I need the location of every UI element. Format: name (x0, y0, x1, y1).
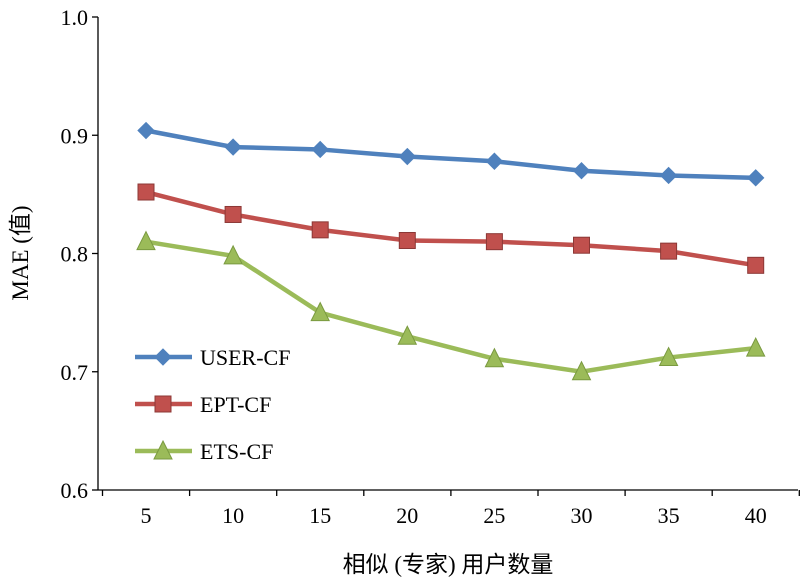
data-point (485, 152, 504, 170)
x-axis-label: 相似 (专家) 用户数量 (343, 552, 554, 577)
x-tick-label: 40 (745, 503, 767, 528)
legend-label: EPT-CF (200, 392, 271, 417)
series-user-cf (137, 121, 765, 187)
x-tick-label: 5 (141, 503, 152, 528)
data-point (484, 347, 505, 368)
data-point (136, 230, 156, 251)
data-point (660, 242, 678, 260)
data-point (397, 325, 418, 345)
data-point (137, 121, 155, 140)
data-point (747, 256, 765, 274)
y-tick-label: 0.8 (61, 242, 89, 267)
y-tick-label: 0.6 (61, 478, 89, 503)
legend-label: ETS-CF (200, 439, 273, 464)
data-point (746, 169, 765, 187)
data-point (745, 336, 766, 357)
data-point (485, 233, 503, 251)
x-tick-label: 25 (483, 503, 505, 528)
data-point (398, 231, 416, 249)
data-point (572, 162, 591, 180)
data-point (659, 166, 678, 185)
legend-marker (154, 395, 172, 413)
series-ept-cf (137, 183, 765, 274)
data-point (311, 221, 329, 239)
axes: 0.6 0.7 0.8 0.9 1.0 5 10 15 20 25 30 35 40 (61, 5, 800, 528)
data-point (223, 244, 243, 265)
data-point (311, 140, 329, 159)
y-tick-label: 1.0 (61, 5, 89, 30)
x-tick-label: 15 (309, 503, 331, 528)
x-tick-label: 30 (571, 503, 593, 528)
series-line (145, 239, 756, 375)
legend-marker (154, 348, 172, 366)
data-point (658, 346, 679, 367)
x-tick-label: 20 (396, 503, 418, 528)
data-point (224, 138, 242, 156)
legend: USER-CF EPT-CF ETS-CF (135, 345, 290, 464)
data-point (137, 183, 155, 201)
series-line (145, 189, 757, 268)
x-tick-label: 35 (658, 503, 680, 528)
data-point (224, 205, 242, 223)
legend-marker (153, 439, 173, 460)
y-axis-label: MAE (值) (8, 205, 33, 300)
y-tick-label: 0.9 (61, 123, 89, 148)
series-ets-cf (136, 230, 766, 381)
data-point (398, 147, 417, 166)
x-tick-label: 10 (222, 503, 244, 528)
y-tick-label: 0.7 (61, 360, 89, 385)
data-point (310, 301, 331, 322)
data-point (571, 360, 592, 381)
series-group (136, 121, 766, 381)
legend-item: ETS-CF (135, 439, 273, 464)
series-line (145, 128, 756, 181)
legend-item: USER-CF (135, 345, 290, 370)
data-point (573, 236, 590, 254)
legend-label: USER-CF (200, 345, 290, 370)
legend-item: EPT-CF (135, 392, 271, 417)
